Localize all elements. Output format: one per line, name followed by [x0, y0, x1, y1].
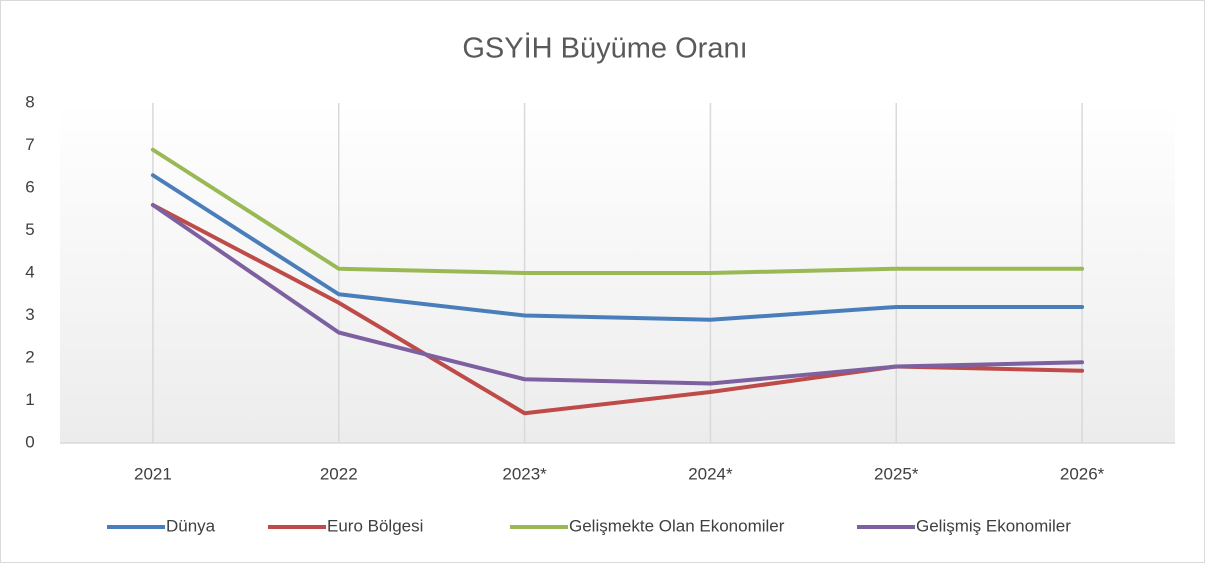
- x-tick-label: 2021: [134, 464, 172, 483]
- y-tick-label: 2: [25, 347, 34, 366]
- series-line: [150, 173, 1085, 322]
- x-tick-label: 2025*: [874, 464, 919, 483]
- chart-title: GSYİH Büyüme Oranı: [462, 32, 747, 65]
- x-tick-label: 2026*: [1060, 464, 1105, 483]
- legend-label: Dünya: [166, 516, 216, 535]
- y-tick-label: 4: [25, 262, 34, 281]
- y-tick-label: 0: [25, 432, 34, 451]
- y-tick-label: 5: [25, 220, 34, 239]
- y-tick-label: 7: [25, 135, 34, 154]
- x-tick-label: 2023*: [502, 464, 547, 483]
- x-tick-label: 2022: [320, 464, 358, 483]
- y-tick-label: 3: [25, 305, 34, 324]
- legend-label: Gelişmekte Olan Ekonomiler: [569, 516, 785, 535]
- legend-label: Euro Bölgesi: [327, 516, 423, 535]
- legend-label: Gelişmiş Ekonomiler: [916, 516, 1071, 535]
- y-tick-label: 8: [25, 92, 34, 111]
- series-line: [150, 147, 1085, 275]
- y-tick-label: 6: [25, 177, 34, 196]
- y-tick-label: 1: [25, 390, 34, 409]
- x-tick-label: 2024*: [688, 464, 733, 483]
- series-line: [150, 203, 1085, 386]
